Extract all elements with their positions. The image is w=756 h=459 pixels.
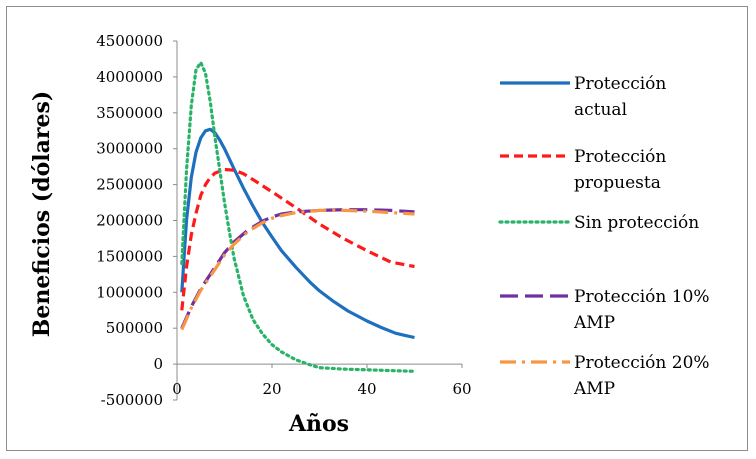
- y-tick-label: 500000: [106, 319, 163, 337]
- x-tick-label: 0: [172, 380, 182, 398]
- y-tick-label: -500000: [101, 391, 163, 409]
- x-tick-label: 40: [357, 380, 376, 398]
- y-tick-label: 4500000: [96, 32, 163, 50]
- y-tick-label: 4000000: [96, 68, 163, 86]
- series-line-1: [180, 127, 415, 340]
- y-tick-label: 1000000: [96, 283, 163, 301]
- legend-label-5: Protección 20% AMP: [573, 353, 710, 399]
- legend-label-1: Protección actual: [574, 74, 666, 120]
- legend-label-3: Sin protección: [574, 213, 699, 233]
- legend: Protección actual Protección propuesta Sin p…: [498, 74, 710, 399]
- y-tick-label: 3000000: [96, 140, 163, 158]
- y-tick-label: 1500000: [96, 247, 163, 265]
- line-chart: 4500000 4000000 3500000 3000000 2500000 20000…: [29, 32, 710, 437]
- legend-label-4: Protección 10% AMP: [573, 287, 710, 333]
- series-line-3: [180, 60, 417, 373]
- y-tick-label: 2500000: [96, 176, 163, 194]
- series-line-2: [180, 167, 415, 311]
- y-axis-title: Beneficios (dólares): [29, 91, 55, 338]
- x-tick-label: 60: [452, 380, 471, 398]
- y-tick-label: 3500000: [96, 104, 163, 122]
- series-line-5: [180, 208, 415, 331]
- y-tick-label: 2000000: [96, 212, 163, 230]
- x-tick-label: 20: [262, 380, 281, 398]
- chart-frame: 4500000 4000000 3500000 3000000 2500000 20000…: [6, 6, 748, 451]
- plot-area: 4500000 4000000 3500000 3000000 2500000 20000…: [96, 32, 471, 409]
- x-axis-title: Años: [288, 411, 349, 437]
- legend-label-2: Protección propuesta: [574, 147, 666, 193]
- y-tick-label: 0: [153, 355, 163, 373]
